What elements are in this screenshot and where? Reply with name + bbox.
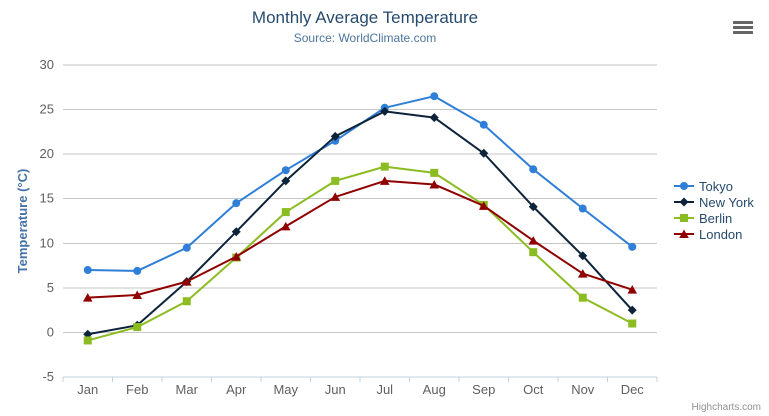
hamburger-menu-icon <box>733 21 753 24</box>
series-point-tokyo-dec[interactable] <box>628 242 637 251</box>
series-point-london-nov[interactable] <box>577 269 588 278</box>
y-axis-tick-label: 0 <box>47 324 54 339</box>
x-axis-tick-label: Nov <box>571 382 595 397</box>
x-axis-tick-label: Feb <box>126 382 148 397</box>
x-axis-tick-label: Oct <box>523 382 544 397</box>
legend-item-label: New York <box>699 194 754 210</box>
series-point-london-dec[interactable] <box>627 285 638 294</box>
y-axis-title: Temperature (°C) <box>15 169 30 274</box>
legend-item-london[interactable]: London <box>674 226 754 242</box>
series-point-new-york-sep[interactable] <box>479 148 489 158</box>
series-line-new-york <box>86 110 634 336</box>
x-axis-tick-label: Jun <box>325 382 346 397</box>
x-axis-tick-label: Jul <box>376 382 393 397</box>
series-point-berlin-oct[interactable] <box>529 248 538 257</box>
series-point-london-aug[interactable] <box>429 179 440 189</box>
series-point-new-york-nov[interactable] <box>578 251 588 261</box>
chart-subtitle: Source: WorldClimate.com <box>293 31 437 45</box>
series-point-tokyo-jan[interactable] <box>83 266 92 275</box>
legend-marker-shape <box>680 214 688 222</box>
legend-marker-triangle-icon <box>674 229 694 238</box>
x-axis-tick-label: Aug <box>423 382 446 397</box>
series-point-tokyo-sep[interactable] <box>479 120 488 129</box>
legend: Tokyo New York Berlin London <box>674 178 754 242</box>
legend-item-label: Tokyo <box>699 178 733 194</box>
series-point-new-york-oct[interactable] <box>528 202 538 212</box>
series-point-tokyo-may[interactable] <box>281 166 290 175</box>
series-point-london-apr[interactable] <box>231 252 242 261</box>
series-point-berlin-feb[interactable] <box>133 323 142 332</box>
legend-marker-square-icon <box>674 214 694 222</box>
series-point-berlin-aug[interactable] <box>430 168 439 177</box>
series-point-new-york-may[interactable] <box>281 176 291 186</box>
series-point-berlin-jun[interactable] <box>331 176 340 185</box>
series-point-london-feb[interactable] <box>132 290 143 299</box>
series-point-new-york-apr[interactable] <box>231 227 241 237</box>
series-point-london-mar[interactable] <box>181 277 192 286</box>
series-point-london-sep[interactable] <box>478 201 489 210</box>
highcharts-credit-link[interactable]: Highcharts.com <box>691 402 761 413</box>
legend-marker-diamond-icon <box>674 197 694 207</box>
series-point-london-oct[interactable] <box>528 236 539 245</box>
series-point-london-may[interactable] <box>280 221 291 231</box>
series-point-tokyo-feb[interactable] <box>133 266 142 275</box>
series-point-tokyo-mar[interactable] <box>182 243 191 252</box>
series-point-tokyo-oct[interactable] <box>529 165 538 174</box>
legend-item-new-york[interactable]: New York <box>674 194 754 210</box>
series-point-berlin-may[interactable] <box>281 208 290 217</box>
hamburger-menu-icon <box>733 31 753 34</box>
chart-title: Monthly Average Temperature <box>251 8 479 27</box>
legend-item-tokyo[interactable]: Tokyo <box>674 178 754 194</box>
export-menu-button[interactable] <box>733 21 753 36</box>
series-point-new-york-dec[interactable] <box>627 305 637 315</box>
y-axis-tick-label: 30 <box>40 57 54 72</box>
legend-item-label: London <box>699 226 743 242</box>
x-axis-tick-label: May <box>273 382 298 397</box>
x-axis-tick-label: Mar <box>176 382 199 397</box>
series-line-tokyo <box>86 95 634 272</box>
series-point-tokyo-nov[interactable] <box>578 204 587 213</box>
series-point-london-jan[interactable] <box>82 293 93 302</box>
series-point-london-jul[interactable] <box>379 176 390 185</box>
series-point-london-jun[interactable] <box>330 192 341 201</box>
series-line-berlin <box>86 165 634 342</box>
legend-marker-shape <box>679 229 689 238</box>
y-axis-tick-label: 20 <box>40 146 54 161</box>
x-axis-tick-label: Jan <box>77 382 98 397</box>
series-point-new-york-jun[interactable] <box>330 131 340 141</box>
series-point-berlin-dec[interactable] <box>628 319 637 328</box>
legend-item-label: Berlin <box>699 210 733 226</box>
legend-marker-circle-icon <box>674 182 694 190</box>
series-point-tokyo-aug[interactable] <box>430 92 439 101</box>
series-point-berlin-jan[interactable] <box>83 336 92 345</box>
legend-marker-shape <box>680 182 688 190</box>
y-axis-tick-label: 15 <box>40 191 54 206</box>
hamburger-menu-icon <box>733 26 753 29</box>
series-point-new-york-jul[interactable] <box>380 106 390 116</box>
x-axis-tick-label: Apr <box>226 382 247 397</box>
series-point-berlin-mar[interactable] <box>182 297 191 306</box>
series-point-tokyo-apr[interactable] <box>232 199 241 208</box>
legend-marker-shape <box>679 197 689 207</box>
series-line-london <box>86 179 634 299</box>
x-axis-tick-label: Sep <box>472 382 495 397</box>
y-axis-tick-label: 25 <box>40 102 54 117</box>
y-axis-tick-label: 10 <box>40 235 54 250</box>
series-point-berlin-nov[interactable] <box>578 293 587 302</box>
y-axis-tick-label: 5 <box>47 280 54 295</box>
series-point-new-york-aug[interactable] <box>429 113 439 123</box>
legend-item-berlin[interactable]: Berlin <box>674 210 754 226</box>
x-axis-tick-label: Dec <box>621 382 645 397</box>
series-point-berlin-jul[interactable] <box>380 162 389 171</box>
y-axis-tick-label: -5 <box>42 369 54 384</box>
